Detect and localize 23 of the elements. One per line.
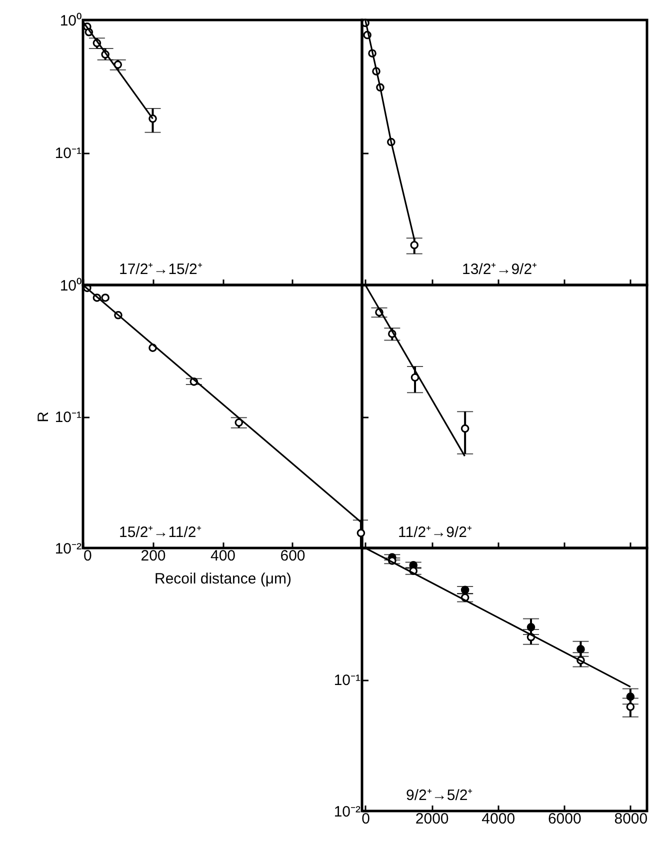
- x-tick-label: 0: [362, 810, 370, 828]
- y-axis-title: R: [34, 411, 52, 422]
- x-axis-title: Recoil distance (μm): [154, 570, 292, 588]
- y-tick-label: 10⁻¹: [54, 145, 82, 162]
- y-tick-label: 10⁰: [60, 278, 82, 294]
- x-tick-label: 6000: [548, 810, 582, 828]
- x-tick-label: 2000: [415, 810, 449, 828]
- x-tick-label: 0: [84, 548, 92, 564]
- annotation: 15/2⁺→11/2⁺: [119, 524, 202, 541]
- y-tick-label: 10⁻²: [54, 540, 82, 558]
- y-tick-label: 10⁰: [60, 12, 82, 30]
- annotation: 17/2⁺→15/2⁺: [119, 261, 202, 278]
- y-tick-label: 10⁻²: [334, 804, 360, 820]
- annotation: 13/2⁺→9/2⁺: [462, 261, 538, 278]
- x-tick-label: 8000: [614, 810, 648, 828]
- x-tick-label: 600: [280, 548, 306, 564]
- annotation: 11/2⁺→9/2⁺: [398, 524, 472, 541]
- y-tick-label: 10⁻¹: [334, 672, 360, 689]
- y-tick-label: 10⁻¹: [54, 409, 82, 426]
- x-tick-label: 4000: [482, 810, 516, 828]
- annotation: 9/2⁺→5/2⁺: [406, 787, 473, 804]
- x-tick-label: 400: [210, 548, 236, 564]
- x-tick-label: 200: [140, 548, 166, 564]
